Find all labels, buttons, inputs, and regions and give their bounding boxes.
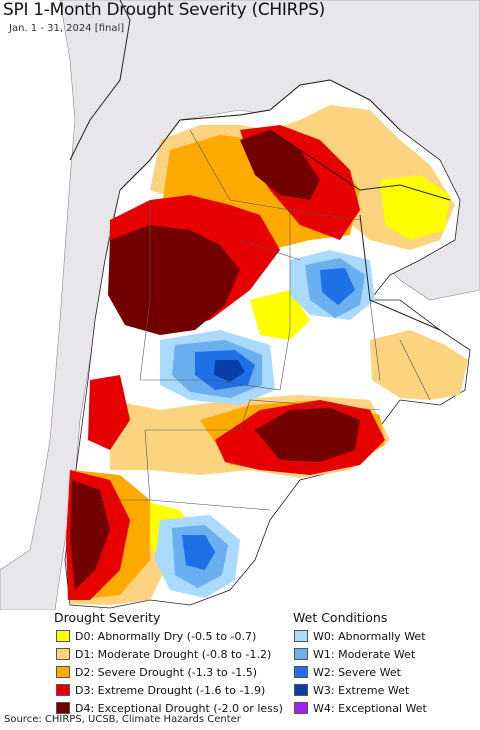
d0-east	[380, 175, 450, 240]
legend-label-d0: D0: Abnormally Dry (-0.5 to -0.7)	[75, 629, 257, 643]
legend-swatch-d0	[56, 630, 70, 642]
legend-label-w0: W0: Abnormally Wet	[313, 629, 426, 643]
d0-center	[250, 290, 310, 340]
drought-legend-heading: Drought Severity	[54, 610, 161, 625]
d1-east	[370, 330, 468, 400]
legend-label-d2: D2: Severe Drought (-1.3 to -1.5)	[75, 665, 258, 679]
legend-label-d4: D4: Exceptional Drought (-2.0 or less)	[75, 701, 283, 715]
legend-swatch-w2	[294, 666, 308, 678]
legend-label-w2: W2: Severe Wet	[313, 665, 401, 679]
country-borders	[69, 0, 451, 331]
legend-label-d1: D1: Moderate Drought (-0.8 to -1.2)	[75, 647, 272, 661]
drought-legend: D0: Abnormally Dry (-0.5 to -0.7) D1: Mo…	[56, 627, 283, 717]
legend-item-d4: D4: Exceptional Drought (-2.0 or less)	[56, 699, 283, 717]
legend-item-w4: W4: Exceptional Wet	[294, 699, 427, 717]
d4-northeast	[240, 130, 320, 200]
w2-northeast	[320, 268, 355, 305]
legend-label-w3: W3: Extreme Wet	[313, 683, 410, 697]
drought-map	[0, 0, 480, 610]
d4-south	[70, 480, 110, 590]
legend-item-w3: W3: Extreme Wet	[294, 681, 427, 699]
d4-north	[108, 225, 240, 335]
legend-item-w0: W0: Abnormally Wet	[294, 627, 427, 645]
legend-swatch-w4	[294, 702, 308, 714]
legend-item-w1: W1: Moderate Wet	[294, 645, 427, 663]
legend-swatch-d4	[56, 702, 70, 714]
admin-borders	[100, 129, 431, 511]
map-subtitle: Jan. 1 - 31, 2024 [final]	[9, 23, 125, 34]
legend-swatch-d1	[56, 648, 70, 660]
w3-center	[214, 360, 245, 382]
source-credit: Source: CHIRPS, UCSB, Climate Hazards Ce…	[4, 714, 241, 725]
wet-legend: W0: Abnormally Wet W1: Moderate Wet W2: …	[294, 627, 427, 717]
wet-legend-heading: Wet Conditions	[293, 610, 388, 625]
legend-swatch-w0	[294, 630, 308, 642]
legend-swatch-d3	[56, 684, 70, 696]
legend-item-d1: D1: Moderate Drought (-0.8 to -1.2)	[56, 645, 283, 663]
legend-swatch-w3	[294, 684, 308, 696]
d4-central	[255, 408, 360, 462]
legend-item-d0: D0: Abnormally Dry (-0.5 to -0.7)	[56, 627, 283, 645]
map-title: SPI 1-Month Drought Severity (CHIRPS)	[3, 0, 325, 20]
legend-item-d3: D3: Extreme Drought (-1.6 to -1.9)	[56, 681, 283, 699]
d3-west	[88, 375, 130, 450]
legend-item-d2: D2: Severe Drought (-1.3 to -1.5)	[56, 663, 283, 681]
legend-item-w2: W2: Severe Wet	[294, 663, 427, 681]
w2-south	[182, 535, 215, 570]
legend-label-w1: W1: Moderate Wet	[313, 647, 416, 661]
legend-swatch-d2	[56, 666, 70, 678]
legend-swatch-w1	[294, 648, 308, 660]
legend-label-w4: W4: Exceptional Wet	[313, 701, 427, 715]
legend-label-d3: D3: Extreme Drought (-1.6 to -1.9)	[75, 683, 266, 697]
